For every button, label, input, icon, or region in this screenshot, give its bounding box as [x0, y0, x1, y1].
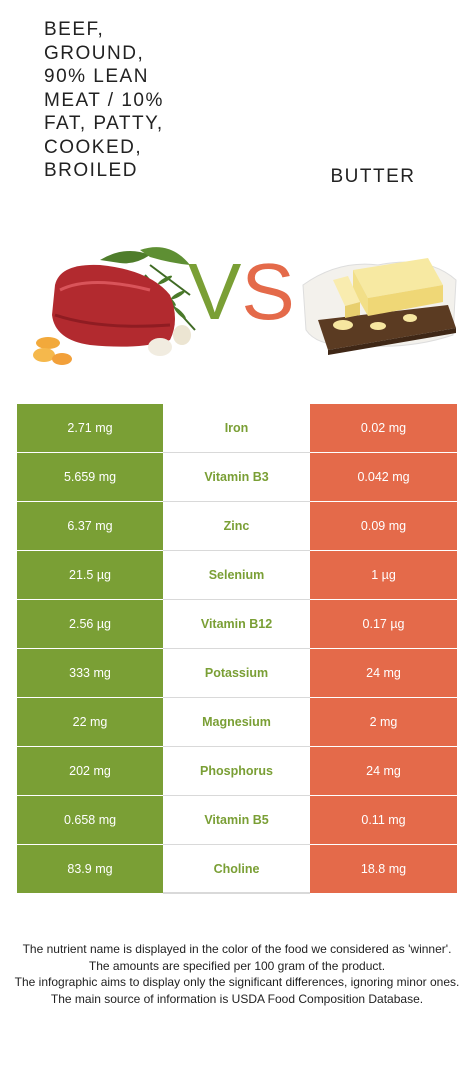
vs-s-letter: S [241, 247, 295, 336]
row-separator [310, 599, 457, 600]
nutrient-name-cell: Potassium [163, 649, 310, 697]
butter-image [302, 258, 457, 355]
table-row: 21.5 µg Selenium 1 µg [17, 551, 457, 600]
nutrient-name-cell: Vitamin B3 [163, 453, 310, 501]
footer-line: The nutrient name is displayed in the co… [22, 942, 452, 956]
nutrient-name-cell: Vitamin B5 [163, 796, 310, 844]
row-separator [310, 746, 457, 747]
row-separator [17, 599, 163, 600]
vs-label: VS [188, 252, 295, 332]
nutrient-name-cell: Choline [163, 845, 310, 893]
row-separator [17, 697, 163, 698]
nutrient-name-cell: Magnesium [163, 698, 310, 746]
table-row: 5.659 mg Vitamin B3 0.042 mg [17, 453, 457, 502]
row-separator [163, 501, 310, 502]
right-value-cell: 0.17 µg [310, 600, 457, 648]
left-value-cell: 6.37 mg [17, 502, 163, 550]
row-separator [17, 844, 163, 845]
nutrient-name-cell: Vitamin B12 [163, 600, 310, 648]
row-separator [163, 648, 310, 649]
row-separator [163, 795, 310, 796]
left-value-cell: 202 mg [17, 747, 163, 795]
row-separator [310, 697, 457, 698]
right-value-cell: 1 µg [310, 551, 457, 599]
footer-line: The main source of information is USDA F… [50, 991, 424, 1006]
table-row: 83.9 mg Choline 18.8 mg [17, 845, 457, 894]
row-separator [17, 648, 163, 649]
left-value-cell: 2.56 µg [17, 600, 163, 648]
nutrient-name-cell: Zinc [163, 502, 310, 550]
left-value-cell: 2.71 mg [17, 404, 163, 452]
left-value-cell: 0.658 mg [17, 796, 163, 844]
left-food-title: BEEF, GROUND, 90% LEAN MEAT / 10% FAT, P… [44, 19, 164, 181]
table-row: 202 mg Phosphorus 24 mg [17, 747, 457, 796]
row-separator [310, 501, 457, 502]
nutrient-name-cell: Selenium [163, 551, 310, 599]
row-separator [17, 501, 163, 502]
table-row: 6.37 mg Zinc 0.09 mg [17, 502, 457, 551]
right-value-cell: 0.02 mg [310, 404, 457, 452]
row-separator [310, 550, 457, 551]
table-row: 2.71 mg Iron 0.02 mg [17, 404, 457, 453]
table-row: 333 mg Potassium 24 mg [17, 649, 457, 698]
row-separator [163, 599, 310, 600]
beef-image [33, 247, 196, 365]
right-value-cell: 24 mg [310, 649, 457, 697]
right-value-cell: 24 mg [310, 747, 457, 795]
row-separator [310, 452, 457, 453]
row-separator [163, 893, 310, 894]
left-value-cell: 83.9 mg [17, 845, 163, 893]
right-value-cell: 2 mg [310, 698, 457, 746]
table-row: 0.658 mg Vitamin B5 0.11 mg [17, 796, 457, 845]
right-value-cell: 0.11 mg [310, 796, 457, 844]
right-value-cell: 18.8 mg [310, 845, 457, 893]
row-separator [163, 746, 310, 747]
right-value-cell: 0.09 mg [310, 502, 457, 550]
left-value-cell: 5.659 mg [17, 453, 163, 501]
footer-line: The amounts are specified per 100 gram o… [88, 958, 386, 973]
nutrient-name-cell: Iron [163, 404, 310, 452]
row-separator [17, 550, 163, 551]
left-value-cell: 21.5 µg [17, 551, 163, 599]
table-row: 22 mg Magnesium 2 mg [17, 698, 457, 747]
footer-notes: The nutrient name is displayed in the co… [10, 941, 464, 1007]
right-value-cell: 0.042 mg [310, 453, 457, 501]
nutrient-table: 2.71 mg Iron 0.02 mg 5.659 mg Vitamin B3 0.04… [17, 404, 457, 894]
row-separator [163, 550, 310, 551]
row-separator [310, 893, 457, 894]
row-separator [310, 648, 457, 649]
nutrient-name-cell: Phosphorus [163, 747, 310, 795]
row-separator [17, 452, 163, 453]
row-separator [17, 746, 163, 747]
table-row: 2.56 µg Vitamin B12 0.17 µg [17, 600, 457, 649]
row-separator [310, 795, 457, 796]
left-value-cell: 333 mg [17, 649, 163, 697]
right-food-title: BUTTER [330, 166, 416, 187]
row-separator [17, 893, 163, 894]
row-separator [17, 795, 163, 796]
row-separator [163, 697, 310, 698]
left-value-cell: 22 mg [17, 698, 163, 746]
row-separator [310, 844, 457, 845]
row-separator [163, 452, 310, 453]
vs-v-letter: V [188, 247, 242, 336]
row-separator [163, 844, 310, 845]
footer-line: The infographic aims to display only the… [14, 975, 460, 989]
